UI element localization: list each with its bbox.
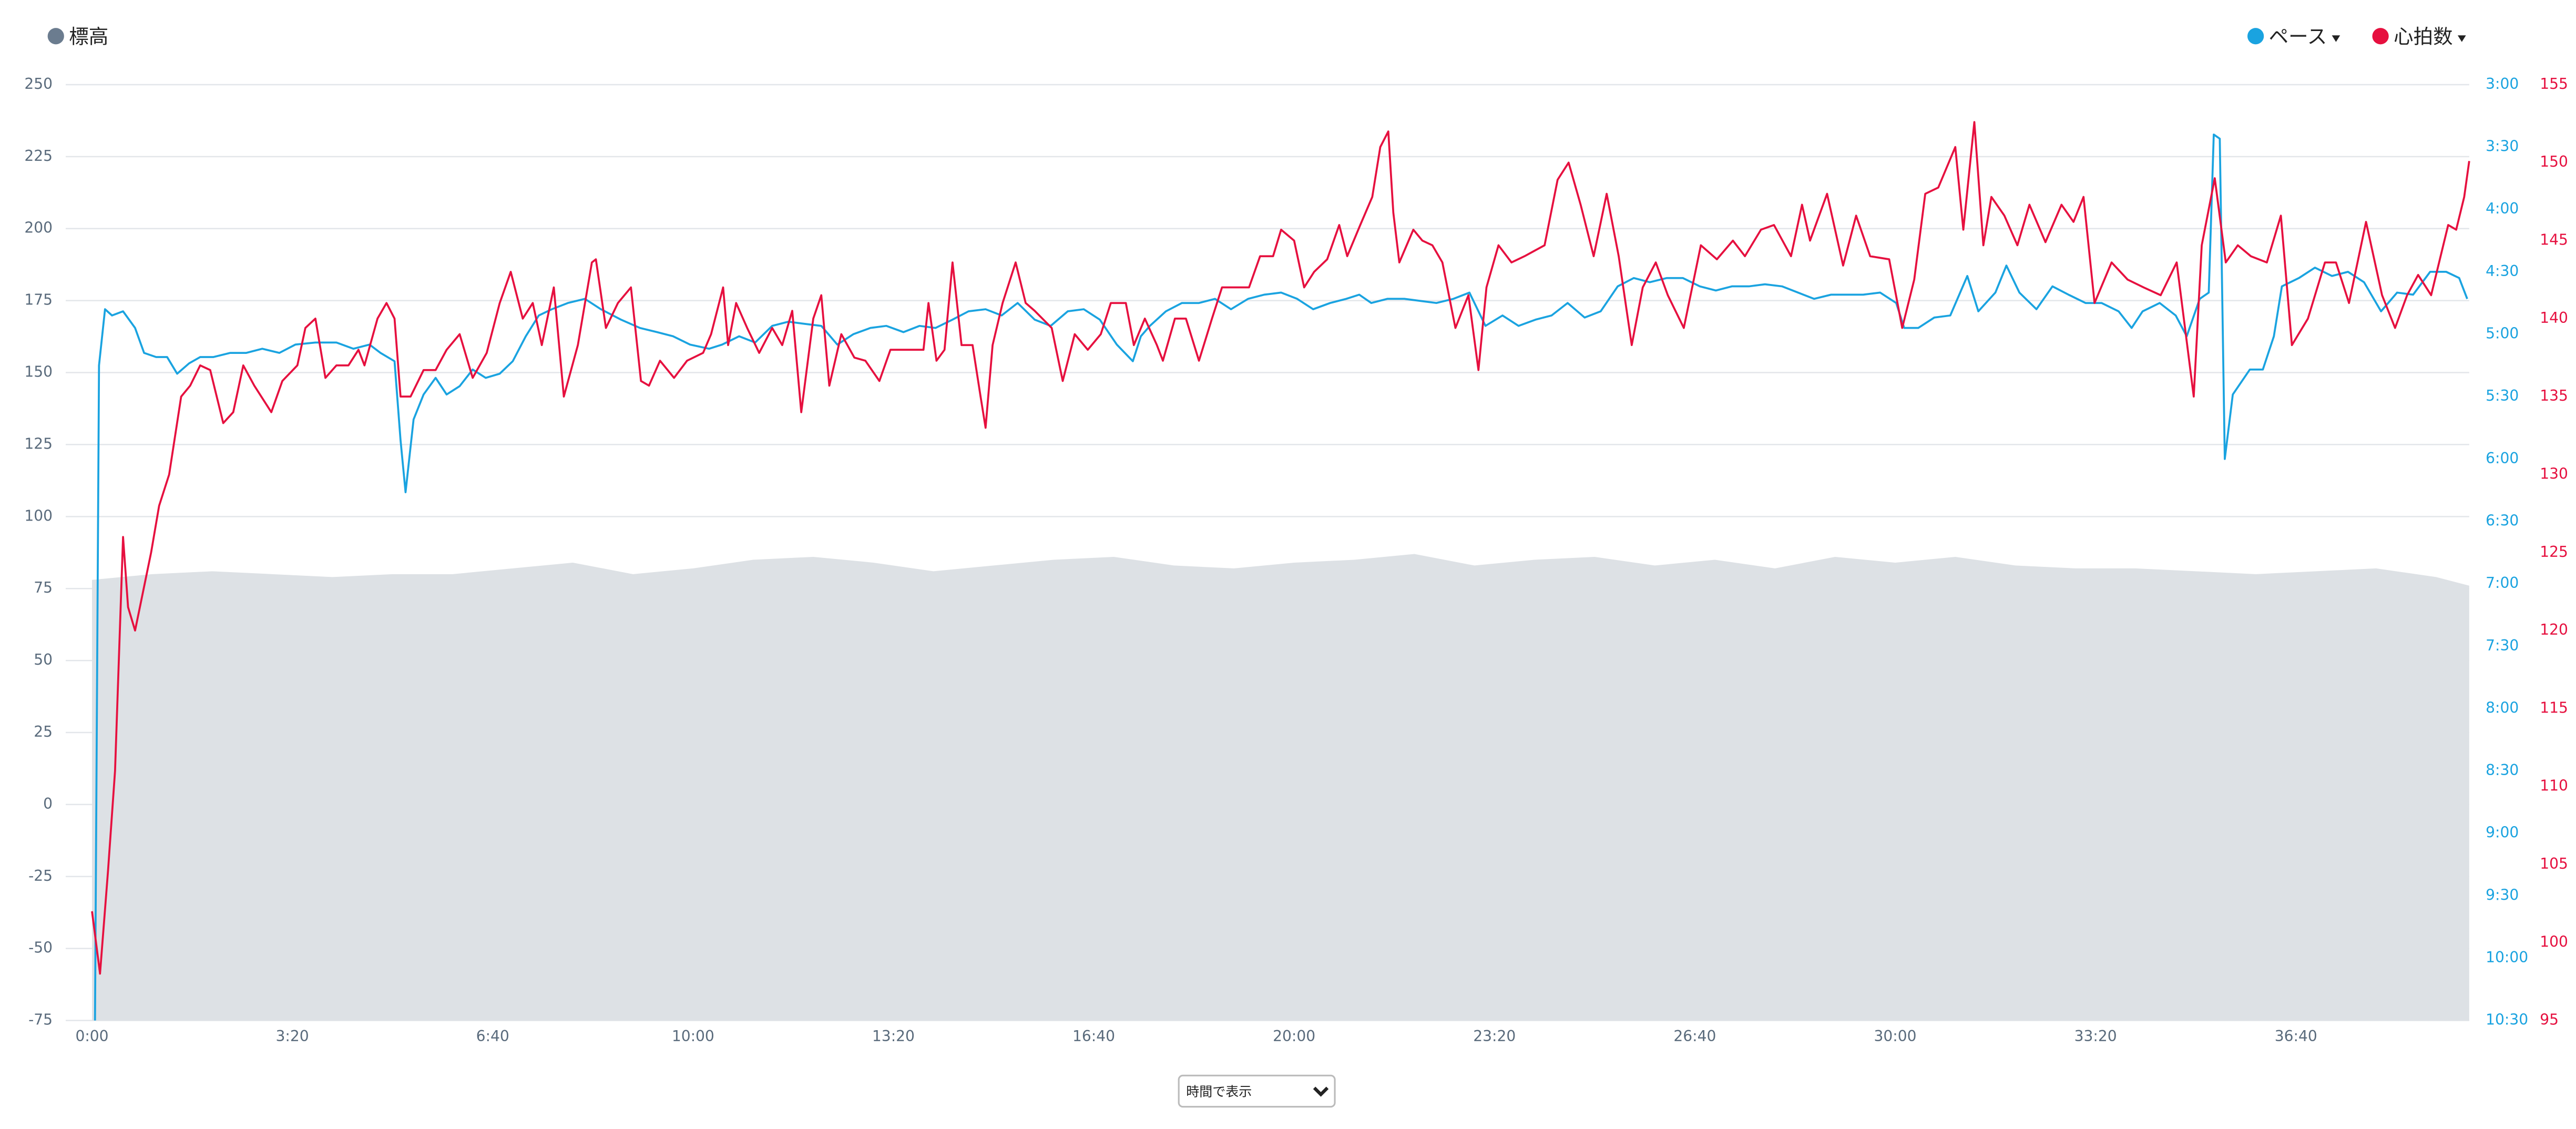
legend-label[interactable]: 心拍数 [2394, 25, 2453, 48]
series-line [94, 133, 2468, 1021]
y-tick-label: 25 [34, 723, 53, 740]
legend-dropdown-arrow[interactable] [2332, 35, 2340, 42]
x-tick-label: 20:00 [1273, 1028, 1315, 1045]
legend-marker[interactable] [2372, 28, 2389, 45]
x-tick-label: 10:00 [672, 1028, 714, 1045]
legend-dropdown-arrow[interactable] [2458, 35, 2466, 42]
y3-tick-label: 120 [2540, 621, 2568, 638]
y-tick-label: 200 [24, 219, 53, 237]
y3-tick-label: 110 [2540, 777, 2568, 795]
y2-tick-label: 6:00 [2486, 450, 2519, 467]
x-tick-label: 0:00 [75, 1028, 108, 1045]
legend-label[interactable]: 標高 [69, 25, 108, 48]
legend-label[interactable]: ペース [2269, 25, 2327, 48]
y2-tick-label: 3:30 [2486, 138, 2519, 155]
y3-tick-label: 125 [2540, 543, 2568, 561]
y-tick-label: 125 [24, 435, 53, 452]
y-tick-label: -50 [28, 939, 53, 957]
y-tick-label: 0 [43, 795, 53, 812]
x-tick-label: 23:20 [1473, 1028, 1516, 1045]
y2-tick-label: 4:30 [2486, 262, 2519, 280]
y-tick-label: -25 [28, 867, 53, 884]
y-tick-label: 150 [24, 363, 53, 381]
y2-tick-label: 6:30 [2486, 512, 2519, 529]
y2-tick-label: 10:30 [2486, 1011, 2528, 1029]
y-tick-label: 75 [34, 579, 53, 596]
x-tick-label: 36:40 [2275, 1028, 2317, 1045]
legend-marker[interactable] [2247, 28, 2264, 45]
y3-tick-label: 150 [2540, 153, 2568, 170]
y3-tick-label: 140 [2540, 309, 2568, 327]
y2-tick-label: 8:00 [2486, 699, 2519, 716]
y-tick-label: 100 [24, 507, 53, 524]
y-tick-label: 250 [24, 75, 53, 93]
legend-marker[interactable] [47, 28, 64, 45]
y2-tick-label: 5:30 [2486, 387, 2519, 404]
y-tick-label: -75 [28, 1011, 53, 1029]
y-tick-label: 225 [24, 147, 53, 165]
y2-tick-label: 8:30 [2486, 761, 2519, 779]
x-tick-label: 26:40 [1673, 1028, 1716, 1045]
y3-tick-label: 145 [2540, 231, 2568, 249]
y-tick-label: 175 [24, 291, 53, 309]
y2-tick-label: 9:30 [2486, 886, 2519, 903]
x-tick-label: 13:20 [872, 1028, 915, 1045]
x-tick-label: 33:20 [2074, 1028, 2117, 1045]
y3-tick-label: 115 [2540, 699, 2568, 716]
view-select[interactable]: 時間で表示 [1178, 1074, 1336, 1108]
y3-tick-label: 155 [2540, 75, 2568, 93]
y2-tick-label: 7:00 [2486, 574, 2519, 592]
x-tick-label: 3:20 [276, 1028, 309, 1045]
elevation-area [92, 554, 2469, 1021]
x-tick-label: 30:00 [1874, 1028, 1916, 1045]
x-tick-label: 6:40 [476, 1028, 509, 1045]
y2-tick-label: 3:00 [2486, 75, 2519, 93]
y2-tick-label: 7:30 [2486, 637, 2519, 654]
y3-tick-label: 100 [2540, 933, 2568, 950]
y3-tick-label: 130 [2540, 465, 2568, 482]
series-line [91, 121, 2470, 975]
y3-tick-label: 135 [2540, 387, 2568, 404]
y2-tick-label: 5:00 [2486, 325, 2519, 342]
y2-tick-label: 10:00 [2486, 949, 2528, 966]
y3-tick-label: 95 [2540, 1011, 2559, 1029]
x-tick-label: 16:40 [1072, 1028, 1115, 1045]
y2-tick-label: 4:00 [2486, 200, 2519, 217]
y2-tick-label: 9:00 [2486, 824, 2519, 841]
y3-tick-label: 105 [2540, 855, 2568, 872]
y-tick-label: 50 [34, 651, 53, 668]
